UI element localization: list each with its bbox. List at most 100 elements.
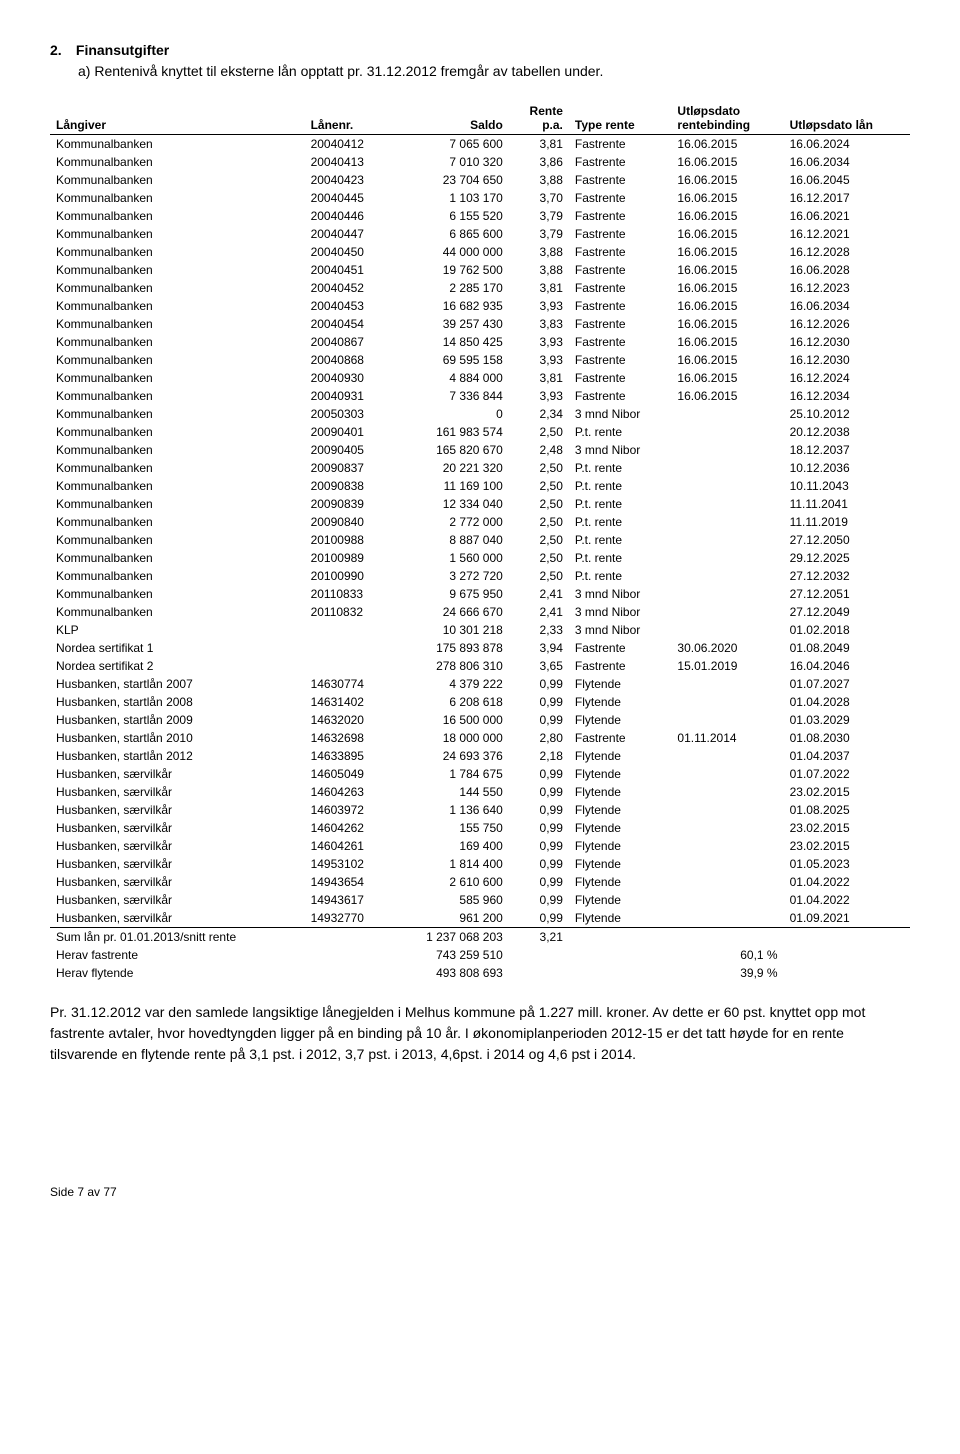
cell-rate-type: P.t. rente (569, 495, 672, 513)
table-row: Husbanken, startlån 20121463389524 693 3… (50, 747, 910, 765)
cell-rate-type: Fastrente (569, 369, 672, 387)
table-row: Kommunalbanken200409304 884 0003,81Fastr… (50, 369, 910, 387)
table-row: Husbanken, særvilkår14604262155 7500,99F… (50, 819, 910, 837)
cell-binding-expiry (671, 567, 783, 585)
cell-loan-no (305, 657, 392, 675)
table-row: Kommunalbanken2004045439 257 4303,83Fast… (50, 315, 910, 333)
cell-rate-type: Flytende (569, 783, 672, 801)
cell-binding-expiry: 30.06.2020 (671, 639, 783, 657)
cell-loan-no: 20040452 (305, 279, 392, 297)
cell-loan-expiry: 01.04.2022 (784, 873, 910, 891)
cell-rate: 2,50 (509, 549, 569, 567)
cell-loan-no: 20090401 (305, 423, 392, 441)
cell-lender: Kommunalbanken (50, 333, 305, 351)
cell-lender: Kommunalbanken (50, 315, 305, 333)
cell-rate-type: P.t. rente (569, 477, 672, 495)
cell-rate-type: Flytende (569, 837, 672, 855)
col-loan-expiry: Utløpsdato lån (784, 102, 910, 135)
cell-balance: 0 (391, 405, 509, 423)
table-row: Husbanken, startlån 20091463202016 500 0… (50, 711, 910, 729)
footer-balance: 743 259 510 (391, 946, 509, 964)
cell-binding-expiry: 16.06.2015 (671, 153, 783, 171)
cell-binding-expiry (671, 441, 783, 459)
cell-rate: 3,88 (509, 171, 569, 189)
cell-loan-expiry: 01.08.2025 (784, 801, 910, 819)
cell-loan-expiry: 16.06.2034 (784, 153, 910, 171)
cell-balance: 169 400 (391, 837, 509, 855)
cell-lender: Husbanken, startlån 2012 (50, 747, 305, 765)
cell-loan-no: 20100989 (305, 549, 392, 567)
cell-binding-expiry (671, 837, 783, 855)
cell-rate: 2,34 (509, 405, 569, 423)
cell-lender: Kommunalbanken (50, 297, 305, 315)
cell-loan-expiry: 16.06.2028 (784, 261, 910, 279)
table-row: Husbanken, startlån 2007146307744 379 22… (50, 675, 910, 693)
table-row: Kommunalbanken2011083224 666 6702,413 mn… (50, 603, 910, 621)
cell-rate: 2,50 (509, 567, 569, 585)
footer-rate (509, 946, 569, 964)
subsection-letter: a) (78, 63, 90, 79)
cell-loan-no: 20100990 (305, 567, 392, 585)
cell-rate: 3,79 (509, 207, 569, 225)
table-row: Husbanken, særvilkår149436542 610 6000,9… (50, 873, 910, 891)
cell-rate-type: Fastrente (569, 387, 672, 405)
cell-lender: Kommunalbanken (50, 279, 305, 297)
cell-loan-no: 20040451 (305, 261, 392, 279)
cell-balance: 16 500 000 (391, 711, 509, 729)
cell-loan-expiry: 01.04.2022 (784, 891, 910, 909)
cell-loan-expiry: 16.06.2034 (784, 297, 910, 315)
cell-lender: Husbanken, særvilkår (50, 783, 305, 801)
cell-rate: 0,99 (509, 891, 569, 909)
cell-rate-type: 3 mnd Nibor (569, 405, 672, 423)
cell-rate: 2,41 (509, 603, 569, 621)
table-row: Kommunalbanken200404451 103 1703,70Fastr… (50, 189, 910, 207)
cell-loan-no: 20040454 (305, 315, 392, 333)
cell-lender: Kommunalbanken (50, 369, 305, 387)
cell-balance: 2 772 000 (391, 513, 509, 531)
cell-loan-no: 14604261 (305, 837, 392, 855)
caption-text: Pr. 31.12.2012 var den samlede langsikti… (50, 1002, 910, 1065)
cell-loan-expiry: 01.09.2021 (784, 909, 910, 928)
footer-row: Herav flytende493 808 69339,9 % (50, 964, 910, 982)
footer-pct (671, 928, 783, 947)
cell-loan-expiry: 01.08.2049 (784, 639, 910, 657)
table-row: Kommunalbanken201009891 560 0002,50P.t. … (50, 549, 910, 567)
footer-row: Herav fastrente743 259 51060,1 % (50, 946, 910, 964)
cell-loan-no: 20100988 (305, 531, 392, 549)
cell-rate-type: Fastrente (569, 729, 672, 747)
cell-loan-no: 20040447 (305, 225, 392, 243)
cell-loan-no: 20040931 (305, 387, 392, 405)
cell-balance: 1 560 000 (391, 549, 509, 567)
cell-lender: KLP (50, 621, 305, 639)
table-row: Husbanken, særvilkår146039721 136 6400,9… (50, 801, 910, 819)
cell-balance: 144 550 (391, 783, 509, 801)
cell-binding-expiry (671, 675, 783, 693)
cell-rate: 3,81 (509, 279, 569, 297)
subsection-text: Rentenivå knyttet til eksterne lån oppta… (94, 63, 603, 79)
cell-binding-expiry (671, 603, 783, 621)
cell-binding-expiry: 16.06.2015 (671, 189, 783, 207)
cell-balance: 961 200 (391, 909, 509, 928)
cell-loan-expiry: 20.12.2038 (784, 423, 910, 441)
cell-loan-no: 20040423 (305, 171, 392, 189)
cell-lender: Kommunalbanken (50, 423, 305, 441)
cell-loan-expiry: 16.12.2028 (784, 243, 910, 261)
cell-lender: Husbanken, startlån 2010 (50, 729, 305, 747)
cell-lender: Husbanken, startlån 2009 (50, 711, 305, 729)
cell-loan-expiry: 16.12.2024 (784, 369, 910, 387)
cell-loan-expiry: 18.12.2037 (784, 441, 910, 459)
cell-rate: 3,93 (509, 351, 569, 369)
cell-rate-type: Fastrente (569, 297, 672, 315)
cell-loan-no: 20090837 (305, 459, 392, 477)
cell-rate-type: P.t. rente (569, 513, 672, 531)
cell-rate: 3,79 (509, 225, 569, 243)
cell-loan-no: 20050303 (305, 405, 392, 423)
cell-loan-expiry: 27.12.2051 (784, 585, 910, 603)
table-row: Nordea sertifikat 1175 893 8783,94Fastre… (50, 639, 910, 657)
cell-loan-no: 14943654 (305, 873, 392, 891)
table-row: Kommunalbanken201009888 887 0402,50P.t. … (50, 531, 910, 549)
cell-rate: 3,93 (509, 297, 569, 315)
cell-loan-no: 14932770 (305, 909, 392, 928)
cell-balance: 6 155 520 (391, 207, 509, 225)
table-row: Kommunalbanken200404137 010 3203,86Fastr… (50, 153, 910, 171)
